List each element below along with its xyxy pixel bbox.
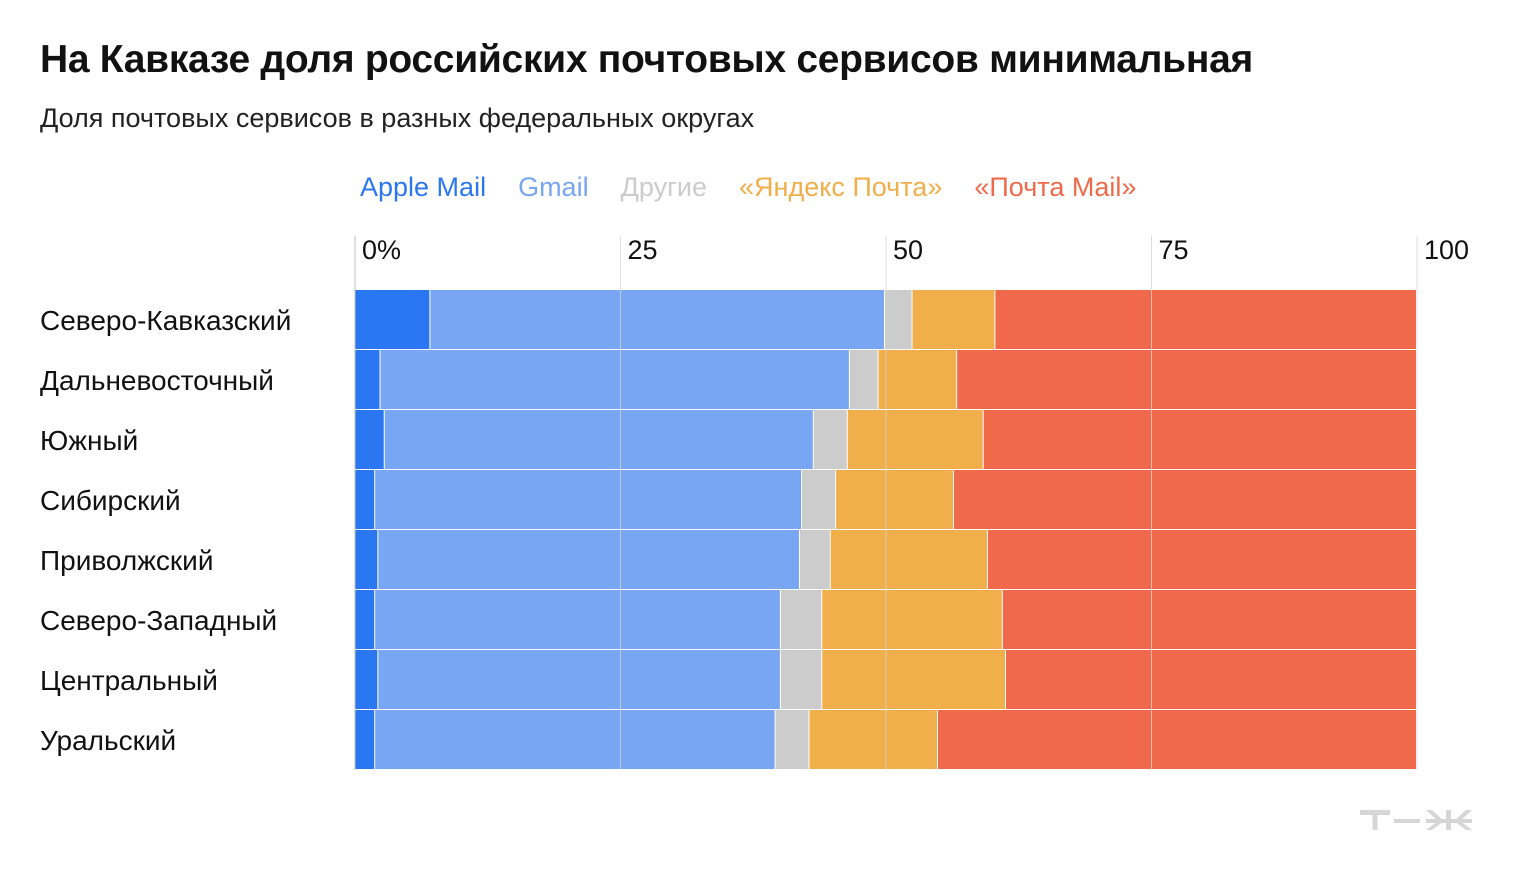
bar-segment xyxy=(1002,590,1416,649)
bar-segment xyxy=(983,410,1416,469)
bar-segment xyxy=(912,290,995,349)
bar-segment xyxy=(355,350,380,409)
chart-subtitle: Доля почтовых сервисов в разных федераль… xyxy=(40,103,755,133)
bar-segment xyxy=(378,530,799,589)
x-tick-label: 50 xyxy=(893,235,923,265)
bar-segment xyxy=(375,590,780,649)
chart-title: На Кавказе доля российских почтовых серв… xyxy=(40,38,1253,81)
bar-segment xyxy=(884,290,912,349)
bar-segment xyxy=(375,470,802,529)
legend-item-gmail: Gmail xyxy=(518,172,589,202)
bar-segment xyxy=(775,710,809,769)
category-label: Сибирский xyxy=(40,485,181,516)
bar-segment xyxy=(355,650,378,709)
bar-segment xyxy=(957,350,1416,409)
x-axis-ticks: 0% 25 50 75 100 xyxy=(362,235,1469,265)
category-label: Центральный xyxy=(40,665,218,696)
bar-segment xyxy=(987,530,1416,589)
bar-segment xyxy=(847,410,983,469)
bar-segment xyxy=(822,590,1002,649)
x-tick-label: 100 xyxy=(1424,235,1469,265)
bar-segment xyxy=(1006,650,1416,709)
bar-segment xyxy=(799,530,830,589)
bar-segment xyxy=(822,650,1006,709)
bar-segment xyxy=(780,590,822,649)
bar-segment xyxy=(995,290,1416,349)
bar-segment xyxy=(780,650,822,709)
legend-item-yandex: «Яндекс Почта» xyxy=(739,172,943,202)
bar-segment xyxy=(384,410,813,469)
category-label: Северо-Кавказский xyxy=(40,305,291,336)
bar-segment xyxy=(809,710,938,769)
legend: Apple Mail Gmail Другие «Яндекс Почта» «… xyxy=(360,172,1136,203)
category-labels: Северо-Кавказский Дальневосточный Южный Сиб… xyxy=(40,305,291,756)
bar-segment xyxy=(375,710,775,769)
grid-layer xyxy=(354,236,1418,770)
bar-segment xyxy=(355,530,378,589)
legend-item-apple-mail: Apple Mail xyxy=(360,172,487,202)
bar-segment xyxy=(938,710,1416,769)
x-tick-label: 0% xyxy=(362,235,401,265)
bar-segment xyxy=(355,590,375,649)
brand-logo xyxy=(1360,810,1472,830)
bar-segment xyxy=(355,290,430,349)
x-tick-label: 75 xyxy=(1159,235,1189,265)
bar-segment xyxy=(836,470,953,529)
bar-segment xyxy=(813,410,847,469)
bar-segment xyxy=(355,710,375,769)
category-label: Приволжский xyxy=(40,545,213,576)
x-tick-label: 25 xyxy=(628,235,658,265)
bar-segment xyxy=(430,290,884,349)
legend-item-other: Другие xyxy=(620,172,708,202)
bar-segment xyxy=(830,530,987,589)
bar-segment xyxy=(849,350,878,409)
bar-segment xyxy=(380,350,849,409)
bar-segment xyxy=(355,470,375,529)
category-label: Уральский xyxy=(40,725,176,756)
bar-segment xyxy=(878,350,957,409)
category-label: Южный xyxy=(40,425,138,456)
bar-segment xyxy=(355,410,384,469)
bar-segment xyxy=(378,650,780,709)
category-label: Дальневосточный xyxy=(40,365,274,396)
bar-segment xyxy=(802,470,836,529)
bars-layer xyxy=(355,290,1416,769)
bar-segment xyxy=(953,470,1416,529)
legend-item-mail-ru: «Почта Mail» xyxy=(974,172,1137,202)
category-label: Северо-Западный xyxy=(40,605,277,636)
